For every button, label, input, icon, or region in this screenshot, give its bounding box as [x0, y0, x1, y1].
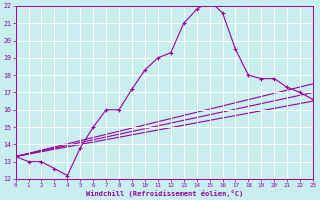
X-axis label: Windchill (Refroidissement éolien,°C): Windchill (Refroidissement éolien,°C)	[86, 190, 243, 197]
